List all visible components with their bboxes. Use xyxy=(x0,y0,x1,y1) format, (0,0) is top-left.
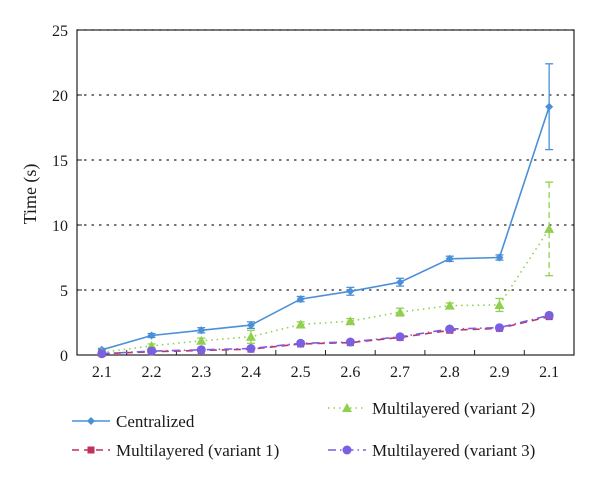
data-point xyxy=(197,326,206,335)
series-triangle xyxy=(96,181,555,357)
data-point xyxy=(494,299,505,309)
x-tick-label: 2.3 xyxy=(191,364,211,381)
legend-label: Centralized xyxy=(116,412,195,431)
data-point xyxy=(445,254,454,263)
x-tick-label: 2.8 xyxy=(440,364,460,381)
data-point xyxy=(296,295,305,304)
legend-swatch-marker xyxy=(87,417,95,425)
legend-item: Multilayered (variant 2) xyxy=(328,399,535,418)
series-diamond xyxy=(97,63,554,354)
data-point xyxy=(494,323,504,333)
legend-swatch-marker xyxy=(342,445,352,455)
data-point xyxy=(246,321,255,330)
data-point xyxy=(495,253,504,262)
y-tick-label: 0 xyxy=(60,348,68,365)
data-point xyxy=(445,324,455,334)
data-point xyxy=(544,310,554,320)
x-tick-label: 2.9 xyxy=(489,364,509,381)
series-line xyxy=(101,106,550,351)
data-point xyxy=(395,307,406,317)
legend-swatch-marker xyxy=(87,446,95,454)
x-tick-label: 2.1 xyxy=(92,364,112,381)
legend-label: Multilayered (variant 3) xyxy=(372,441,535,460)
data-point xyxy=(246,344,256,353)
data-point xyxy=(544,223,555,233)
x-tick-label: 2.5 xyxy=(291,364,311,381)
data-point xyxy=(147,331,156,340)
series-group xyxy=(96,63,555,359)
y-tick-label: 25 xyxy=(52,23,68,40)
data-point xyxy=(147,346,157,356)
x-tick-label: 2.7 xyxy=(390,364,410,381)
y-tick-label: 15 xyxy=(52,153,68,170)
legend-label: Multilayered (variant 1) xyxy=(116,441,279,460)
axes: 0 5 10 15 20 25 2.1 2.2 2.3 2.4 2.5 2.6 2.7 2.8 2.9 2.1 xyxy=(52,23,575,381)
legend-item: Centralized xyxy=(72,412,195,431)
y-tick-label: 5 xyxy=(60,283,68,300)
data-point xyxy=(296,338,306,348)
series-line xyxy=(101,314,550,355)
series-circle xyxy=(97,310,554,359)
series-line xyxy=(101,228,550,354)
x-tick-label: 2.6 xyxy=(340,364,360,381)
x-tick-label: 2.4 xyxy=(241,364,261,381)
gridlines xyxy=(76,29,575,291)
data-point xyxy=(444,300,455,310)
data-point xyxy=(345,337,355,347)
data-point xyxy=(245,331,256,341)
y-tick-label: 10 xyxy=(52,218,68,235)
data-point xyxy=(196,345,206,355)
legend-label: Multilayered (variant 2) xyxy=(372,399,535,418)
x-tick-label: 2.1 xyxy=(539,364,559,381)
data-point xyxy=(295,319,306,329)
y-axis-title: Time (s) xyxy=(20,164,41,225)
legend-item: Multilayered (variant 3) xyxy=(328,441,535,460)
data-point xyxy=(345,316,356,326)
y-tick-label: 20 xyxy=(52,88,68,105)
data-point xyxy=(97,349,107,359)
data-point xyxy=(396,278,405,287)
data-point xyxy=(346,287,355,296)
data-point xyxy=(196,335,207,345)
data-point xyxy=(395,332,405,342)
legend-item: Multilayered (variant 1) xyxy=(72,441,279,460)
data-point xyxy=(545,102,554,111)
legend-swatch-marker xyxy=(342,403,352,412)
legend: Centralized Multilayered (variant 1) Multi… xyxy=(72,399,535,460)
x-tick-label: 2.2 xyxy=(142,364,162,381)
